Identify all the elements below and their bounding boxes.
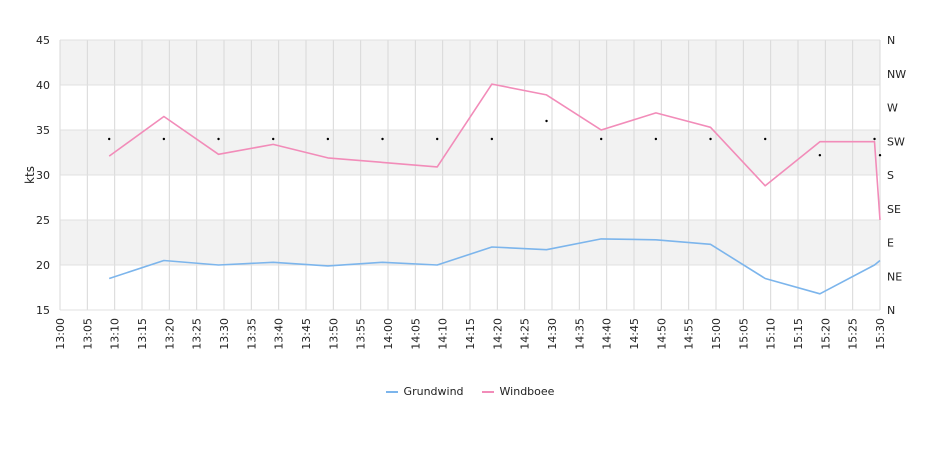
x-tick-label: 13:20 bbox=[163, 318, 176, 350]
x-tick-label: 14:40 bbox=[601, 318, 614, 350]
direction-tick-label: W bbox=[887, 102, 898, 115]
y-tick-label: 45 bbox=[36, 34, 50, 47]
x-tick-label: 15:05 bbox=[737, 318, 750, 350]
x-tick-label: 14:25 bbox=[519, 318, 532, 350]
x-tick-label: 13:15 bbox=[136, 318, 149, 350]
direction-marker bbox=[272, 137, 275, 141]
x-tick-label: 15:00 bbox=[710, 318, 723, 350]
direction-marker bbox=[326, 137, 330, 141]
direction-marker bbox=[381, 137, 384, 141]
x-tick-label: 14:55 bbox=[683, 318, 696, 350]
y-tick-label: 40 bbox=[36, 79, 50, 92]
direction-tick-label: S bbox=[887, 169, 894, 182]
x-tick-label: 14:10 bbox=[437, 318, 450, 350]
direction-tick-label: E bbox=[887, 237, 894, 250]
x-tick-label: 15:20 bbox=[819, 318, 832, 350]
x-tick-label: 13:10 bbox=[109, 318, 122, 350]
x-tick-label: 14:15 bbox=[464, 318, 477, 350]
x-tick-label: 13:00 bbox=[54, 318, 67, 350]
x-tick-label: 13:55 bbox=[355, 318, 368, 350]
direction-marker bbox=[545, 119, 548, 123]
x-tick-label: 13:05 bbox=[81, 318, 94, 350]
y-tick-label: 35 bbox=[36, 124, 50, 137]
direction-marker bbox=[217, 137, 220, 141]
x-tick-label: 14:00 bbox=[382, 318, 395, 350]
x-tick-label: 14:45 bbox=[628, 318, 641, 350]
x-tick-label: 15:25 bbox=[847, 318, 860, 350]
legend-label-grundwind: Grundwind bbox=[403, 385, 464, 398]
y-tick-label: 25 bbox=[36, 214, 50, 227]
legend-swatch-windboee bbox=[481, 390, 494, 393]
y-tick-label: 20 bbox=[36, 259, 50, 272]
legend-item-grundwind[interactable]: Grundwind bbox=[385, 385, 464, 398]
x-tick-label: 14:05 bbox=[409, 318, 422, 350]
x-tick-label: 15:15 bbox=[792, 318, 805, 350]
direction-marker bbox=[878, 154, 882, 157]
direction-tick-label: SW bbox=[887, 135, 905, 148]
legend-item-windboee[interactable]: Windboee bbox=[481, 385, 555, 398]
x-tick-label: 14:50 bbox=[655, 318, 668, 350]
x-tick-label: 15:10 bbox=[765, 318, 778, 350]
y-axis-title: kts bbox=[23, 166, 37, 184]
chart-legend: Grundwind Windboee bbox=[0, 385, 940, 398]
x-tick-label: 14:20 bbox=[491, 318, 504, 350]
legend-label-windboee: Windboee bbox=[499, 385, 555, 398]
x-tick-label: 15:30 bbox=[874, 318, 887, 350]
y-tick-label: 15 bbox=[36, 304, 50, 317]
direction-marker bbox=[818, 154, 822, 157]
x-tick-label: 13:45 bbox=[300, 318, 313, 350]
direction-marker bbox=[873, 137, 876, 141]
direction-marker bbox=[654, 137, 658, 141]
series-line-windboee bbox=[108, 83, 881, 221]
series-line-grundwind bbox=[108, 238, 881, 295]
direction-marker bbox=[436, 137, 439, 141]
direction-marker bbox=[108, 137, 111, 141]
direction-marker bbox=[600, 137, 603, 141]
x-tick-label: 13:50 bbox=[327, 318, 340, 350]
legend-swatch-grundwind bbox=[385, 390, 398, 393]
x-tick-label: 13:35 bbox=[245, 318, 258, 350]
x-tick-label: 13:25 bbox=[191, 318, 204, 350]
direction-marker bbox=[709, 137, 712, 141]
direction-tick-label: N bbox=[887, 304, 895, 317]
direction-tick-label: NE bbox=[887, 270, 902, 283]
x-tick-label: 13:40 bbox=[273, 318, 286, 350]
direction-marker bbox=[764, 137, 767, 141]
direction-marker bbox=[490, 137, 494, 141]
x-tick-label: 14:30 bbox=[546, 318, 559, 350]
x-tick-label: 13:30 bbox=[218, 318, 231, 350]
direction-tick-label: SE bbox=[887, 203, 901, 216]
direction-tick-label: N bbox=[887, 34, 895, 47]
x-tick-label: 14:35 bbox=[573, 318, 586, 350]
direction-tick-label: NW bbox=[887, 68, 906, 81]
direction-marker bbox=[162, 137, 166, 141]
y-tick-label: 30 bbox=[36, 169, 50, 182]
